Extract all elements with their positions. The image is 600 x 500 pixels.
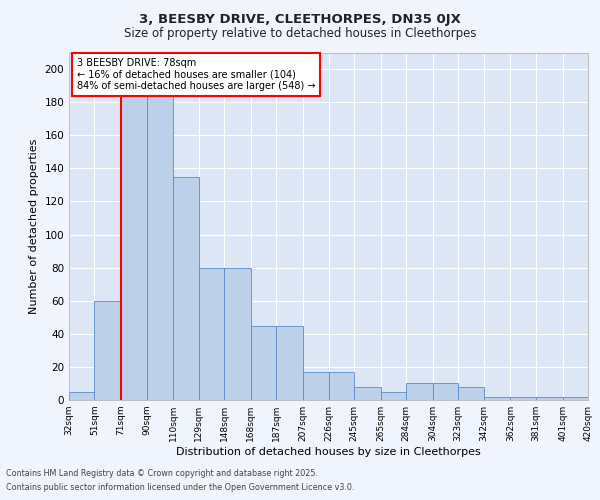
- Bar: [406, 384, 433, 400]
- Bar: [251, 326, 277, 400]
- Bar: [588, 398, 600, 400]
- Bar: [329, 372, 354, 400]
- Bar: [380, 392, 406, 400]
- Bar: [303, 372, 329, 400]
- Bar: [563, 396, 588, 400]
- Bar: [199, 268, 224, 400]
- Bar: [484, 396, 511, 400]
- X-axis label: Distribution of detached houses by size in Cleethorpes: Distribution of detached houses by size …: [176, 447, 481, 457]
- Text: Contains HM Land Registry data © Crown copyright and database right 2025.: Contains HM Land Registry data © Crown c…: [6, 468, 318, 477]
- Bar: [536, 396, 563, 400]
- Bar: [224, 268, 251, 400]
- Bar: [173, 176, 199, 400]
- Bar: [458, 387, 484, 400]
- Text: 3, BEESBY DRIVE, CLEETHORPES, DN35 0JX: 3, BEESBY DRIVE, CLEETHORPES, DN35 0JX: [139, 12, 461, 26]
- Bar: [121, 69, 146, 400]
- Y-axis label: Number of detached properties: Number of detached properties: [29, 138, 39, 314]
- Bar: [511, 396, 536, 400]
- Bar: [69, 392, 94, 400]
- Text: Contains public sector information licensed under the Open Government Licence v3: Contains public sector information licen…: [6, 484, 355, 492]
- Bar: [94, 300, 121, 400]
- Bar: [354, 387, 380, 400]
- Text: Size of property relative to detached houses in Cleethorpes: Size of property relative to detached ho…: [124, 28, 476, 40]
- Bar: [146, 69, 173, 400]
- Bar: [433, 384, 458, 400]
- Bar: [277, 326, 303, 400]
- Text: 3 BEESBY DRIVE: 78sqm
← 16% of detached houses are smaller (104)
84% of semi-det: 3 BEESBY DRIVE: 78sqm ← 16% of detached …: [77, 58, 315, 91]
